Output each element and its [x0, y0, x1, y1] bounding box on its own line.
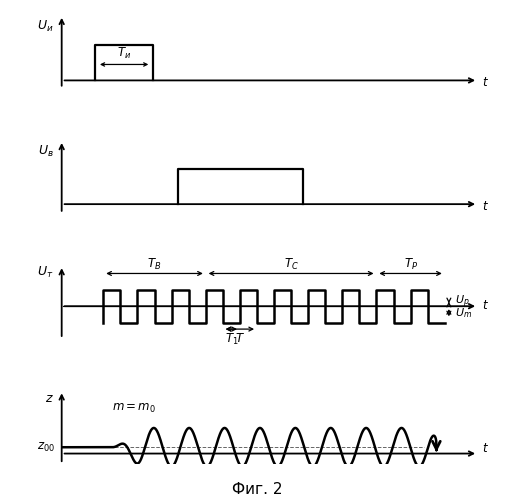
Text: $t$: $t$ — [482, 200, 489, 213]
Text: $U_{в}$: $U_{в}$ — [38, 144, 53, 159]
Text: $U_{р}$: $U_{р}$ — [455, 293, 470, 310]
Text: $m=m_0$: $m=m_0$ — [112, 402, 156, 415]
Text: $z$: $z$ — [45, 392, 53, 405]
Text: $t$: $t$ — [482, 76, 489, 89]
Text: $t$: $t$ — [482, 299, 489, 312]
Text: Фиг. 2: Фиг. 2 — [232, 482, 282, 497]
Text: $T_{Р}$: $T_{Р}$ — [403, 256, 418, 271]
Text: $U_{m}$: $U_{m}$ — [455, 307, 472, 320]
Text: $T_{1}$: $T_{1}$ — [225, 332, 238, 347]
Text: $U_{т}$: $U_{т}$ — [37, 265, 53, 280]
Text: $z_{00}$: $z_{00}$ — [38, 441, 56, 454]
Text: $T_{и}$: $T_{и}$ — [117, 46, 131, 61]
Text: $t$: $t$ — [482, 443, 489, 456]
Text: $T_{В}$: $T_{В}$ — [148, 256, 162, 271]
Text: $T$: $T$ — [235, 332, 245, 345]
Text: $U_{и}$: $U_{и}$ — [37, 19, 53, 34]
Text: $T_{С}$: $T_{С}$ — [284, 256, 299, 271]
